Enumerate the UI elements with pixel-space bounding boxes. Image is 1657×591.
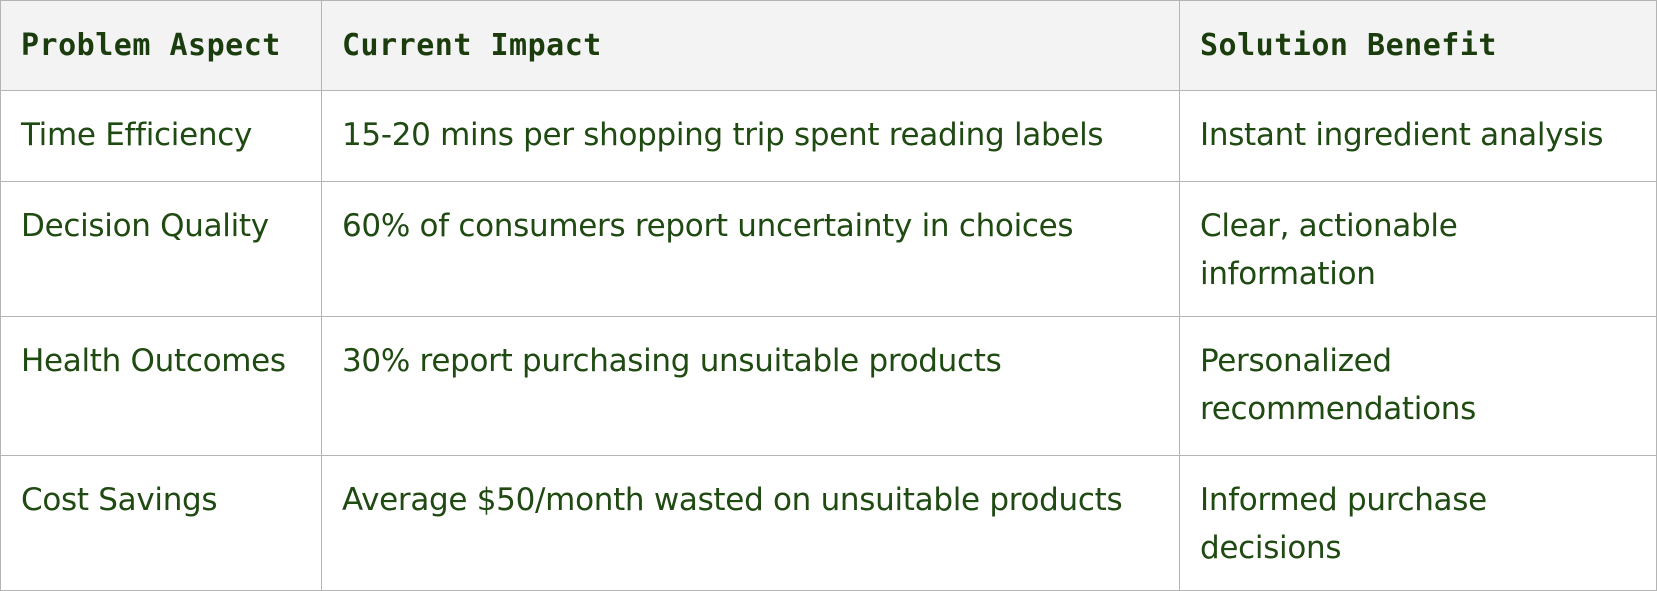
header-problem-aspect: Problem Aspect	[0, 0, 322, 91]
header-current-impact: Current Impact	[321, 0, 1180, 91]
cell-solution-benefit: Clear, actionable information	[1179, 181, 1657, 317]
table-row: Health Outcomes 30% report purchasing un…	[0, 316, 1657, 456]
cell-solution-benefit: Instant ingredient analysis	[1179, 90, 1657, 182]
cell-problem-aspect: Decision Quality	[0, 181, 322, 317]
table-row: Decision Quality 60% of consumers report…	[0, 181, 1657, 317]
cell-current-impact: Average $50/month wasted on unsuitable p…	[321, 455, 1180, 591]
cell-solution-benefit: Personalized recommendations	[1179, 316, 1657, 456]
header-solution-benefit: Solution Benefit	[1179, 0, 1657, 91]
cell-problem-aspect: Health Outcomes	[0, 316, 322, 456]
cell-solution-benefit: Informed purchase decisions	[1179, 455, 1657, 591]
table-row: Cost Savings Average $50/month wasted on…	[0, 455, 1657, 591]
cell-current-impact: 15-20 mins per shopping trip spent readi…	[321, 90, 1180, 182]
cell-current-impact: 30% report purchasing unsuitable product…	[321, 316, 1180, 456]
cell-problem-aspect: Time Efficiency	[0, 90, 322, 182]
cell-problem-aspect: Cost Savings	[0, 455, 322, 591]
table-row: Time Efficiency 15-20 mins per shopping …	[0, 90, 1657, 182]
cell-current-impact: 60% of consumers report uncertainty in c…	[321, 181, 1180, 317]
table-header-row: Problem Aspect Current Impact Solution B…	[0, 0, 1657, 91]
